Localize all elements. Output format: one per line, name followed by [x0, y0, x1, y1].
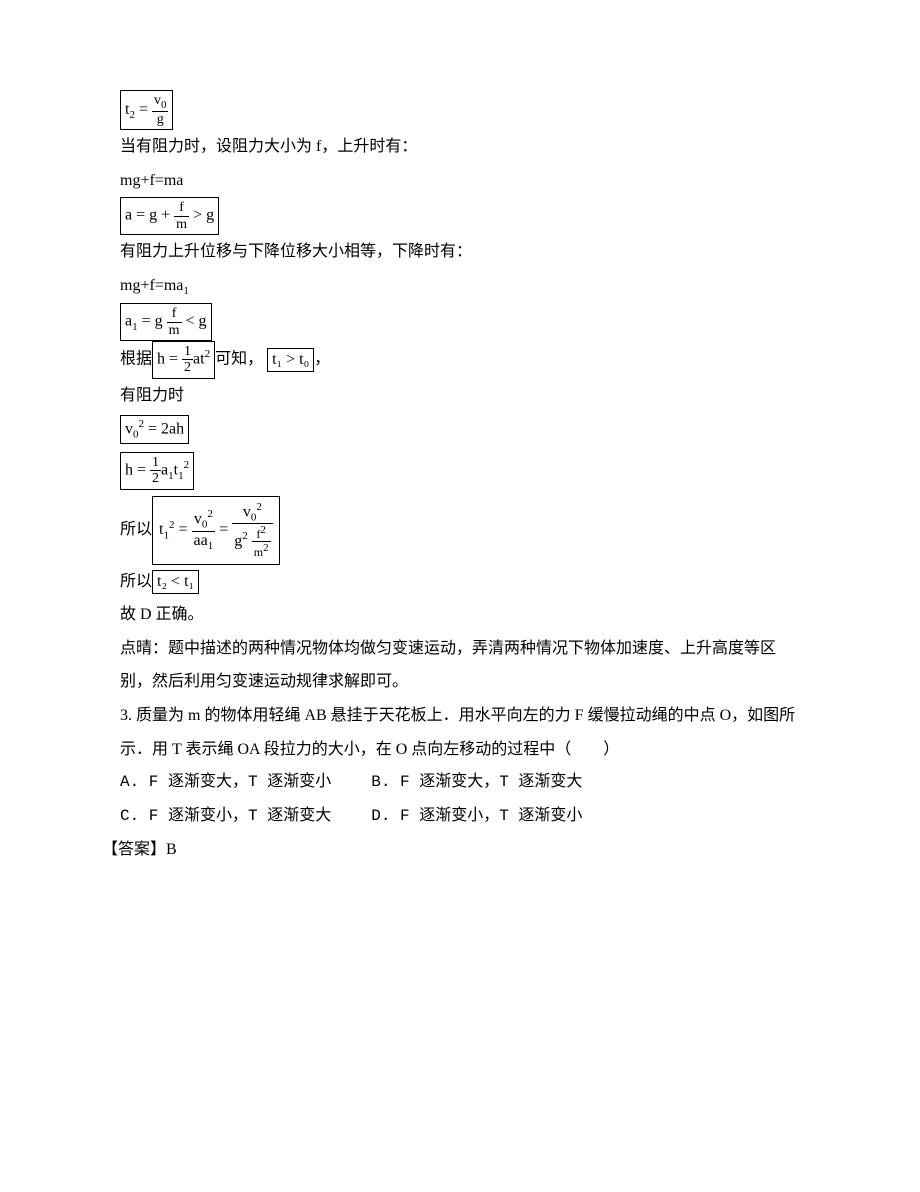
equation-7: t₁ > t₀ — [267, 348, 314, 372]
equation-3: a = g + f m > g — [120, 197, 800, 235]
options-row-2: C. F 逐渐变小，T 逐渐变大 D. F 逐渐变小，T 逐渐变小 — [120, 800, 800, 834]
paragraph-3: 根据 h = 1 2 at2 可知， t₁ > t₀， — [120, 341, 800, 379]
equation-11-line: 所以t₂ < t₁ — [120, 565, 800, 599]
question-3: 3. 质量为 m 的物体用轻绳 AB 悬挂于天花板上．用水平向左的力 F 缓慢拉… — [120, 699, 800, 766]
paragraph-4: 有阻力时 — [120, 379, 800, 413]
option-b: B. F 逐渐变大，T 逐渐变大 — [371, 766, 582, 800]
equation-2: mg+f=ma — [120, 164, 800, 198]
answer: 【答案】B — [102, 833, 800, 867]
paragraph-7: 故 D 正确。 — [120, 598, 800, 632]
equation-1: t2 = v0 g — [120, 90, 800, 130]
option-c: C. F 逐渐变小，T 逐渐变大 — [120, 800, 331, 834]
option-d: D. F 逐渐变小，T 逐渐变小 — [371, 800, 582, 834]
equation-9: h = 1 2 a1t12 — [120, 452, 800, 490]
options-row-1: A. F 逐渐变大，T 逐渐变小 B. F 逐渐变大，T 逐渐变大 — [120, 766, 800, 800]
option-a: A. F 逐渐变大，T 逐渐变小 — [120, 766, 331, 800]
equation-5: a1 = g f m < g — [120, 303, 800, 341]
paragraph-2: 有阻力上升位移与下降位移大小相等，下降时有： — [120, 235, 800, 269]
document-page: t2 = v0 g 当有阻力时，设阻力大小为 f，上升时有： mg+f=ma a… — [0, 0, 920, 927]
equation-8: v02 = 2ah — [120, 412, 800, 446]
equation-10-line: 所以 t12 = v02 aa1 = v02 g2 f2 m2 — [120, 496, 800, 565]
equation-4: mg+f=ma1 — [120, 269, 800, 303]
paragraph-8: 点晴：题中描述的两种情况物体均做匀变速运动，弄清两种情况下物体加速度、上升高度等… — [120, 632, 800, 699]
paragraph-1: 当有阻力时，设阻力大小为 f，上升时有： — [120, 130, 800, 164]
